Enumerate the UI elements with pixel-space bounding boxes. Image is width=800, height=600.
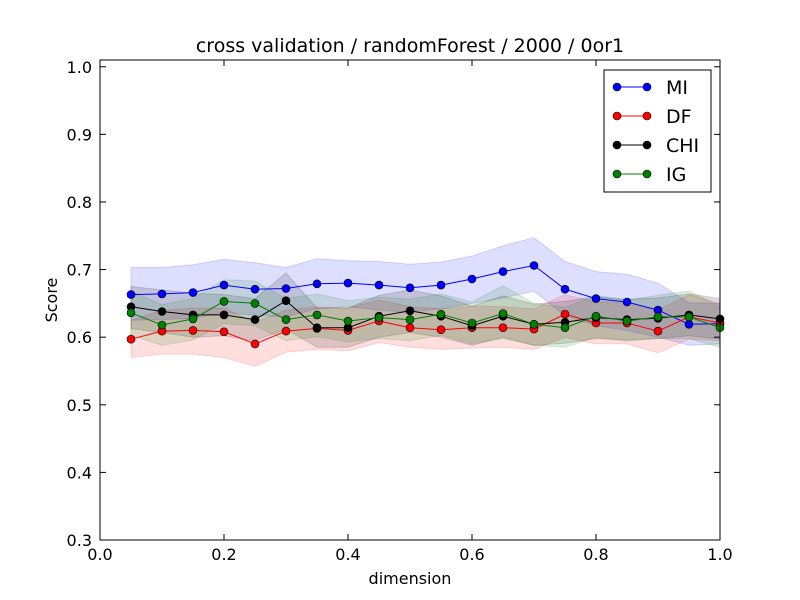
point-mi <box>684 319 694 329</box>
line-mi <box>130 264 720 325</box>
point-mi <box>560 284 570 294</box>
point-ig <box>622 316 632 326</box>
point-ig <box>405 315 415 324</box>
legend-label-chi: CHI <box>666 135 699 157</box>
y-axis: 0.3 0.4 0.5 0.6 0.7 0.8 0.9 1.0 <box>67 58 720 550</box>
point-ig <box>467 318 477 328</box>
point-ig <box>157 320 167 330</box>
point-ig <box>250 299 260 308</box>
point-ig <box>126 308 136 318</box>
point-df <box>188 326 198 335</box>
point-ig <box>374 313 384 322</box>
plot-frame <box>99 59 721 541</box>
chart-title: cross validation / randomForest / 2000 /… <box>196 35 624 57</box>
legend-marker-ig <box>612 169 622 179</box>
y-tick-label: 0.5 <box>67 396 92 415</box>
point-mi <box>250 284 260 294</box>
point-mi <box>157 289 167 299</box>
y-tick-label: 0.8 <box>67 193 92 212</box>
point-ig <box>281 315 291 324</box>
point-mi <box>591 294 601 303</box>
legend-box <box>603 69 712 193</box>
band-mi <box>130 237 720 346</box>
y-tick-label: 0.6 <box>67 328 92 347</box>
point-ig <box>436 309 446 319</box>
legend-label-df: DF <box>666 106 692 128</box>
point-ig <box>343 316 353 326</box>
legend-marker-mi <box>612 82 622 92</box>
point-df <box>219 327 229 337</box>
x-tick-label: 0.6 <box>459 545 484 564</box>
point-ig <box>188 314 198 324</box>
legend-marker-mi <box>642 82 652 92</box>
point-df <box>560 309 570 319</box>
y-tick-label: 0.3 <box>67 531 92 550</box>
line-chi <box>130 300 720 329</box>
legend-marker-df <box>642 111 652 121</box>
point-df <box>436 325 446 335</box>
point-ig <box>591 311 601 321</box>
point-mi <box>343 278 353 288</box>
point-mi <box>405 283 415 293</box>
point-df <box>126 334 136 344</box>
x-tick-label: 0.0 <box>87 545 112 564</box>
point-ig <box>312 310 322 320</box>
point-df <box>250 339 260 349</box>
line-ig <box>130 300 720 329</box>
x-axis-label: dimension <box>369 569 452 588</box>
point-mi <box>219 280 229 290</box>
point-ig <box>653 312 663 322</box>
point-chi <box>281 296 291 306</box>
point-df <box>281 326 291 336</box>
point-ig <box>529 319 539 329</box>
confidence-bands <box>130 237 720 367</box>
point-mi <box>529 261 539 270</box>
band-chi <box>130 272 720 348</box>
band-df <box>130 294 720 367</box>
point-chi <box>405 306 415 316</box>
x-tick-label: 1.0 <box>707 545 732 564</box>
point-mi <box>312 279 322 289</box>
point-mi <box>622 297 632 307</box>
point-mi <box>126 290 136 299</box>
legend-label-ig: IG <box>666 164 686 186</box>
point-df <box>498 323 508 333</box>
point-ig <box>560 323 570 333</box>
point-ig <box>498 309 508 318</box>
y-tick-label: 0.9 <box>67 125 92 144</box>
point-mi <box>498 267 508 276</box>
point-mi <box>467 274 477 284</box>
point-chi <box>157 307 167 316</box>
x-axis: 0.0 0.2 0.4 0.6 0.8 1.0 <box>87 60 733 564</box>
legend-marker-ig <box>642 169 652 179</box>
legend-marker-df <box>612 111 622 121</box>
point-ig <box>684 312 694 322</box>
point-mi <box>188 288 198 297</box>
series-lines <box>130 264 720 345</box>
point-ig <box>219 297 229 306</box>
y-axis-label: Score <box>42 278 61 323</box>
point-mi <box>436 280 446 290</box>
point-mi <box>374 280 384 290</box>
x-tick-label: 0.8 <box>583 545 608 564</box>
point-df <box>653 326 663 336</box>
point-chi <box>250 315 260 324</box>
legend-marker-chi <box>612 140 622 150</box>
point-chi <box>219 310 229 320</box>
y-tick-label: 0.4 <box>67 463 92 482</box>
y-tick-label: 1.0 <box>67 58 92 77</box>
y-tick-label: 0.7 <box>67 261 92 280</box>
x-tick-label: 0.2 <box>211 545 236 564</box>
point-chi <box>312 323 322 333</box>
point-mi <box>281 284 291 293</box>
x-tick-label: 0.4 <box>335 545 360 564</box>
series-points <box>126 261 725 349</box>
line-df <box>130 313 720 345</box>
legend-marker-chi <box>642 140 652 150</box>
legend-label-mi: MI <box>666 77 688 99</box>
legend: MI DF CHI IG <box>603 69 712 193</box>
point-df <box>405 323 415 333</box>
